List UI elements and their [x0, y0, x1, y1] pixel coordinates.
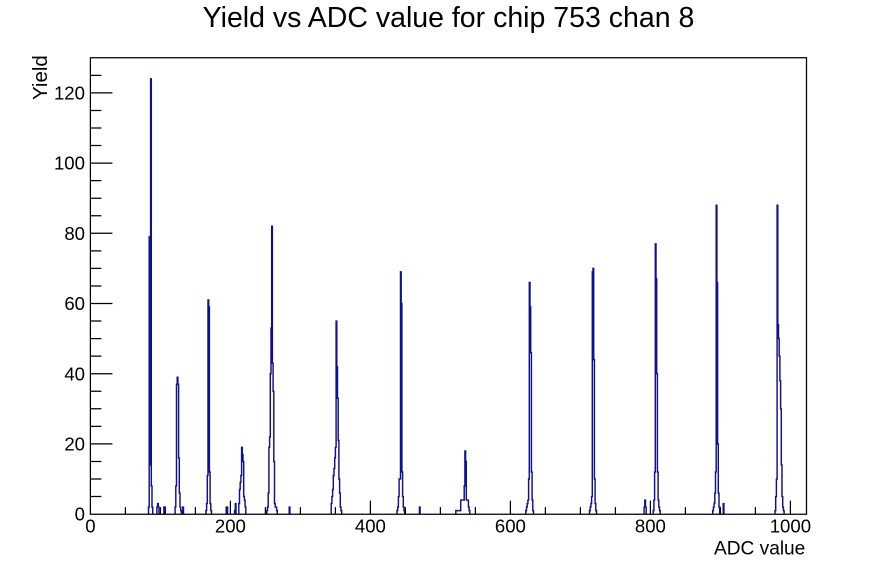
- svg-text:100: 100: [54, 153, 85, 174]
- svg-text:80: 80: [64, 223, 85, 244]
- svg-text:40: 40: [64, 363, 85, 384]
- svg-text:200: 200: [215, 516, 246, 537]
- svg-text:60: 60: [64, 293, 85, 314]
- svg-text:0: 0: [85, 516, 95, 537]
- svg-text:ADC value: ADC value: [714, 538, 805, 559]
- svg-text:20: 20: [64, 434, 85, 455]
- svg-text:400: 400: [355, 516, 386, 537]
- svg-text:0: 0: [75, 504, 85, 525]
- svg-text:Yield: Yield: [29, 55, 52, 100]
- svg-text:1000: 1000: [770, 516, 811, 537]
- svg-text:Yield vs ADC value for chip 75: Yield vs ADC value for chip 753 chan 8: [203, 2, 695, 34]
- svg-text:800: 800: [635, 516, 666, 537]
- svg-text:600: 600: [495, 516, 526, 537]
- svg-text:120: 120: [54, 83, 85, 104]
